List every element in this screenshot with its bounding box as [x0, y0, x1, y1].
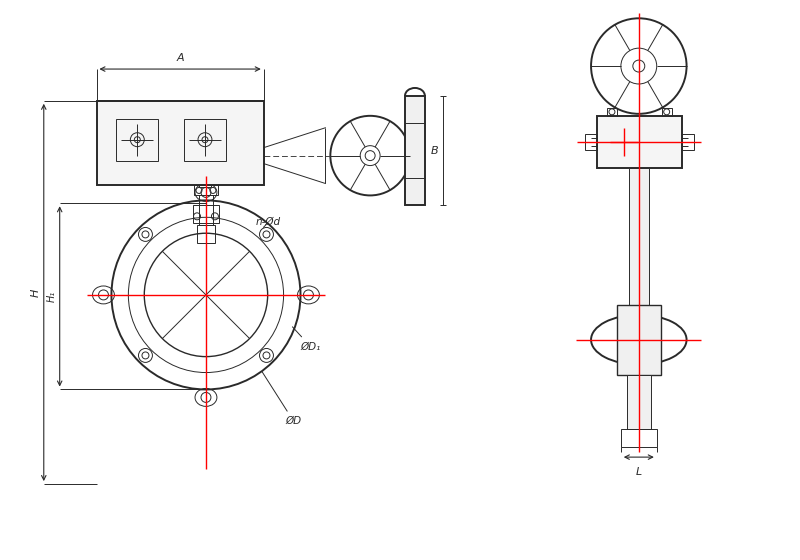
Bar: [199, 195, 213, 225]
Bar: [117, 119, 158, 161]
Text: n-Ød: n-Ød: [256, 217, 281, 227]
Bar: [621, 430, 657, 447]
Bar: [200, 151, 212, 166]
Bar: [597, 116, 682, 167]
Bar: [199, 166, 211, 188]
Bar: [197, 225, 215, 243]
Text: H: H: [31, 288, 41, 297]
Text: H₁: H₁: [46, 291, 57, 302]
Bar: [617, 305, 661, 375]
Bar: [405, 96, 425, 206]
Bar: [629, 167, 649, 305]
Bar: [662, 108, 672, 116]
Bar: [184, 119, 226, 161]
Bar: [627, 375, 650, 430]
Text: L: L: [636, 467, 642, 477]
Bar: [97, 101, 264, 185]
Text: ØD₁: ØD₁: [293, 327, 321, 352]
Bar: [682, 134, 694, 150]
Text: A: A: [176, 53, 184, 63]
Bar: [193, 206, 219, 223]
Text: ØD: ØD: [262, 372, 302, 426]
Text: B: B: [431, 146, 438, 156]
Bar: [194, 185, 218, 195]
Bar: [607, 108, 617, 116]
Bar: [585, 134, 597, 150]
